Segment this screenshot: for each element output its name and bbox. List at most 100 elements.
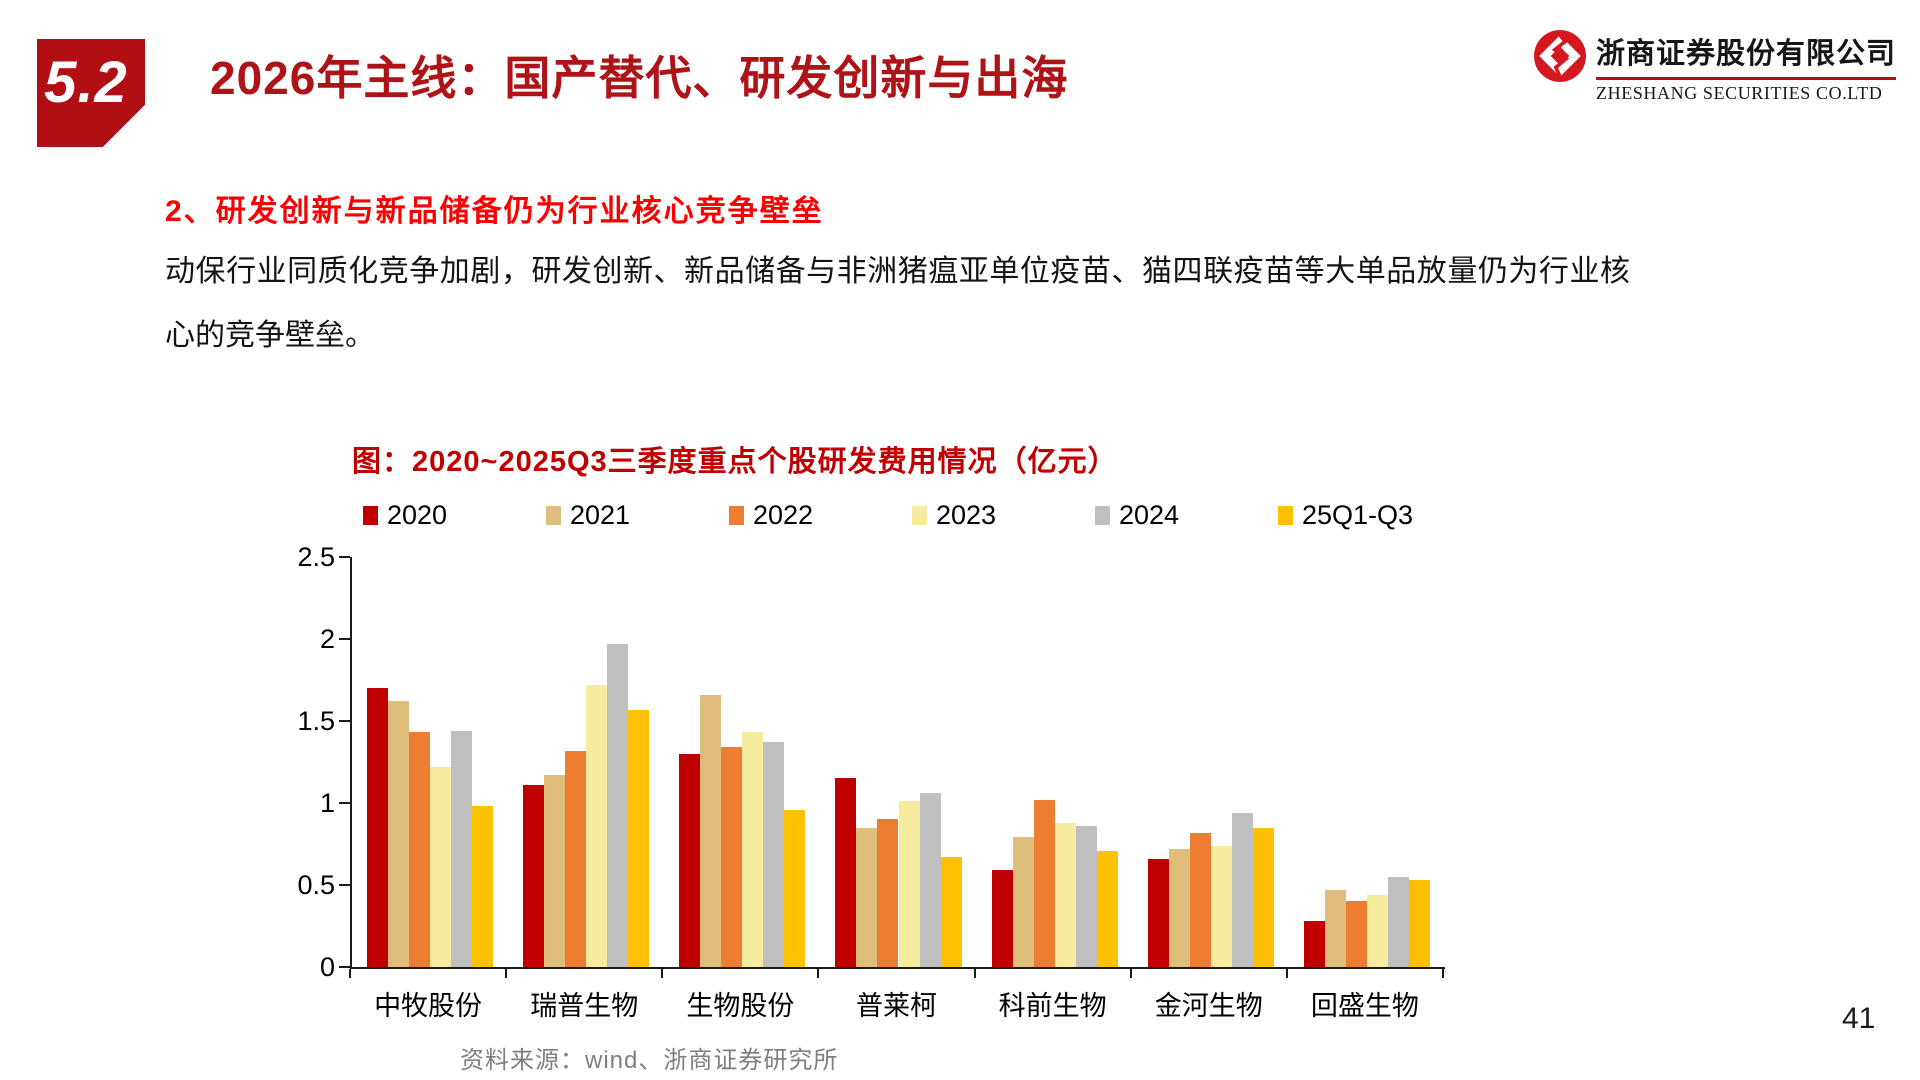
section-heading: 2、研发创新与新品储备仍为行业核心竞争壁垒	[165, 195, 824, 228]
bar	[700, 694, 722, 967]
bar	[742, 732, 764, 967]
x-axis-category-label: 科前生物	[998, 991, 1107, 1021]
legend-label: 2023	[936, 500, 997, 530]
legend-label: 2024	[1119, 500, 1180, 530]
y-axis-tick	[339, 638, 350, 640]
chart-legend: 2020 2021 2022 2023 2024 25Q1-Q3	[363, 500, 1413, 531]
x-axis-category-label: 中牧股份	[374, 991, 483, 1021]
bar	[1054, 822, 1076, 967]
bar	[856, 827, 878, 967]
legend-item: 25Q1-Q3	[1278, 500, 1413, 531]
bar	[1033, 799, 1055, 967]
bar	[1096, 850, 1118, 967]
y-axis-tick	[339, 884, 350, 886]
bar	[565, 750, 587, 967]
legend-item: 2020	[363, 500, 546, 531]
y-axis-tick-label: 2	[319, 624, 335, 654]
bar	[388, 701, 410, 967]
y-axis-tick-label: 1.5	[297, 706, 335, 736]
y-axis-tick-label: 0.5	[297, 870, 335, 900]
bar	[367, 688, 389, 967]
legend-swatch-icon	[1095, 506, 1110, 525]
legend-item: 2023	[912, 500, 1095, 531]
bar	[919, 793, 941, 967]
zheshang-logo-icon	[1534, 30, 1586, 82]
bar	[991, 870, 1013, 967]
x-axis-category-label: 金河生物	[1154, 991, 1263, 1021]
x-axis-category-label: 回盛生物	[1310, 991, 1419, 1021]
bar	[586, 684, 608, 967]
bar	[1387, 876, 1409, 967]
bar	[472, 806, 494, 967]
body-paragraph: 动保行业同质化竞争加剧，研发创新、新品储备与非洲猪瘟亚单位疫苗、猫四联疫苗等大单…	[165, 255, 1630, 352]
x-axis-tick	[1129, 969, 1132, 978]
source-note: 资料来源：wind、浙商证券研究所	[460, 1047, 839, 1074]
y-axis-tick-label: 0	[319, 952, 335, 982]
bar	[784, 809, 806, 967]
bar	[430, 766, 452, 967]
legend-swatch-icon	[912, 506, 927, 525]
bar	[409, 732, 431, 967]
bar	[898, 801, 920, 967]
bar	[1252, 827, 1274, 967]
bar	[1345, 901, 1367, 967]
section-number-badge: 5.2	[37, 39, 145, 147]
bar	[1303, 921, 1325, 967]
company-name-block: 浙商证券股份有限公司 ZHESHANG SECURITIES CO.LTD	[1596, 30, 1897, 104]
bar	[1147, 858, 1169, 967]
x-axis-tick	[349, 969, 351, 978]
bar	[1366, 894, 1388, 967]
bar	[721, 747, 743, 967]
y-axis-tick	[339, 720, 350, 722]
bar	[1012, 837, 1034, 967]
bar	[1231, 812, 1253, 967]
company-logo: 浙商证券股份有限公司 ZHESHANG SECURITIES CO.LTD	[1534, 30, 1897, 104]
legend-label: 2021	[570, 500, 631, 530]
section-number: 5.2	[44, 49, 128, 115]
bar	[1408, 880, 1430, 967]
page-title: 2026年主线：国产替代、研发创新与出海	[210, 52, 1069, 104]
x-axis-category-label: 生物股份	[686, 991, 795, 1021]
legend-item: 2021	[546, 500, 729, 531]
bar	[1168, 848, 1190, 967]
x-axis-tick	[817, 969, 820, 978]
legend-swatch-icon	[1278, 506, 1293, 525]
page-number: 41	[1842, 1002, 1876, 1035]
legend-swatch-icon	[546, 506, 561, 525]
bar	[523, 784, 545, 967]
x-axis-category-label: 普莱柯	[855, 991, 937, 1021]
legend-label: 2020	[387, 500, 448, 530]
legend-item: 2024	[1095, 500, 1278, 531]
legend-label: 2022	[753, 500, 814, 530]
bar	[763, 742, 785, 967]
legend-swatch-icon	[363, 506, 378, 525]
bar	[1189, 832, 1211, 967]
bar	[1075, 825, 1097, 967]
bar	[679, 753, 701, 967]
chart-title: 图：2020~2025Q3三季度重点个股研发费用情况（亿元）	[352, 446, 1118, 478]
bar	[544, 775, 566, 967]
legend-label: 25Q1-Q3	[1302, 500, 1414, 530]
y-axis-tick-label: 2.5	[297, 542, 335, 572]
x-axis-category-label: 瑞普生物	[530, 991, 639, 1021]
bar	[451, 730, 473, 967]
legend-swatch-icon	[729, 506, 744, 525]
company-name-cn: 浙商证券股份有限公司	[1596, 30, 1897, 80]
x-axis-tick	[661, 969, 664, 978]
legend-item: 2022	[729, 500, 912, 531]
x-axis-tick	[1442, 969, 1444, 978]
bar	[1210, 845, 1232, 967]
x-axis-tick	[505, 969, 508, 978]
bar	[940, 857, 962, 967]
bar	[628, 709, 650, 967]
x-axis-tick	[973, 969, 976, 978]
bar	[877, 819, 899, 967]
chart-plot	[350, 557, 1445, 969]
y-axis-tick-label: 1	[319, 788, 335, 818]
y-axis-tick	[339, 556, 350, 558]
company-name-en: ZHESHANG SECURITIES CO.LTD	[1596, 83, 1883, 103]
bar	[835, 778, 857, 967]
y-axis-tick	[339, 802, 350, 804]
y-axis-tick	[339, 966, 350, 968]
